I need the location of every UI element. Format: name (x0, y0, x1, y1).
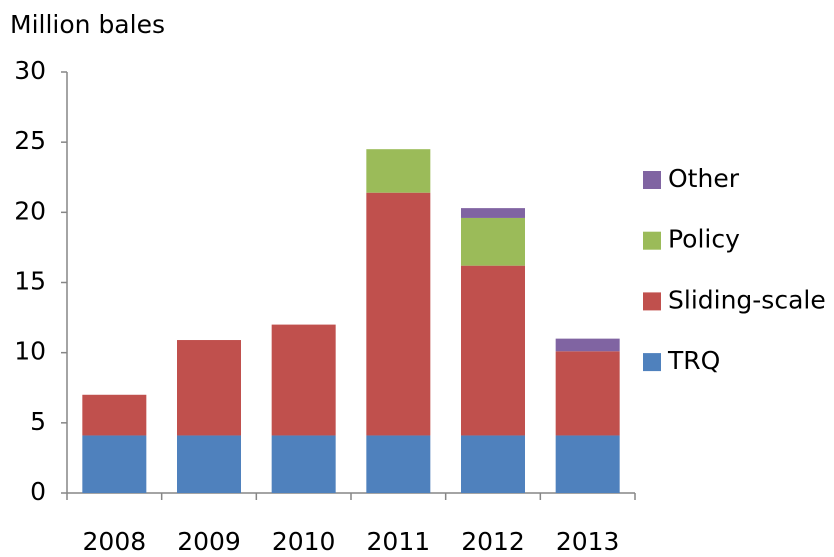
x-tick-label: 2008 (83, 527, 147, 556)
bar-segment (82, 394, 147, 436)
bar-segment (555, 338, 620, 352)
bar-segment (82, 435, 147, 493)
legend-label: TRQ (667, 346, 720, 375)
x-tick-label: 2011 (367, 527, 431, 556)
y-tick-label: 0 (30, 477, 46, 506)
bar-segment (461, 265, 525, 436)
y-tick-label: 20 (14, 196, 46, 225)
legend-swatch (643, 353, 661, 372)
legend-swatch (643, 231, 661, 250)
bar-segment (366, 149, 431, 193)
y-tick-label: 10 (14, 337, 46, 366)
bar-segment (555, 435, 620, 493)
x-tick-label: 2013 (556, 527, 620, 556)
bar-segment (177, 435, 241, 493)
bar-segment (461, 208, 525, 218)
bar-segment (461, 435, 525, 493)
bar-segment (271, 435, 336, 493)
legend-label: Other (668, 164, 740, 193)
y-tick-label: 5 (30, 407, 46, 436)
legend-swatch (643, 171, 661, 189)
bar-segment (555, 351, 620, 436)
y-axis-label: Million bales (10, 10, 165, 39)
bar-segment (271, 324, 336, 436)
bar-segment (461, 217, 525, 266)
legend-label: Sliding-scale (668, 285, 826, 314)
y-tick-label: 30 (14, 56, 46, 85)
legend-swatch (643, 292, 661, 311)
x-tick-label: 2009 (177, 527, 241, 556)
y-tick-label: 25 (14, 126, 46, 155)
x-tick-label: 2012 (461, 527, 525, 556)
bar-segment (366, 435, 431, 493)
legend-label: Policy (668, 225, 740, 254)
bar-segment (177, 340, 241, 436)
x-tick-label: 2010 (272, 527, 336, 556)
y-tick-label: 15 (14, 267, 46, 296)
bar-segment (366, 192, 431, 436)
